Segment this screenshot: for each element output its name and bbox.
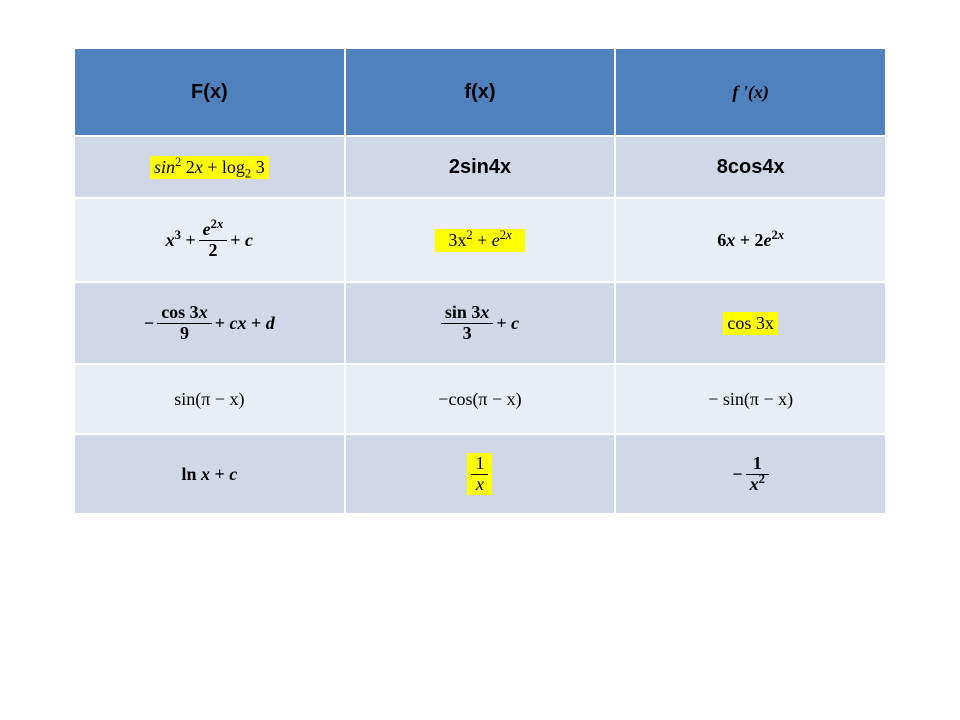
table-row: x3 + e2x2 + c 3x2 + e2x 6x + 2e2x: [74, 198, 886, 282]
table-row: ln x + c 1x − 1x2: [74, 434, 886, 514]
table-row: sin(π − x) −cos(π − x) − sin(π − x): [74, 364, 886, 434]
formula: − 1x2: [732, 454, 769, 495]
table-row: − cos 3x9 + cx + d sin 3x3 + c cos 3x: [74, 282, 886, 364]
formula: sin 3x3 + c: [441, 303, 519, 344]
header-row: F(x) f(x) f '(x): [74, 48, 886, 136]
formula: x3 + e2x2 + c: [166, 220, 253, 261]
cell: sin2 2x + log2 3: [74, 136, 345, 198]
formula: 2sin4x: [449, 156, 511, 178]
cell: x3 + e2x2 + c: [74, 198, 345, 282]
cell: − sin(π − x): [615, 364, 886, 434]
header-fx: f(x): [345, 48, 616, 136]
header-label: F(x): [191, 81, 228, 103]
header-label: f(x): [464, 81, 495, 103]
cell: −cos(π − x): [345, 364, 616, 434]
cell: 1x: [345, 434, 616, 514]
formula: 8cos4x: [717, 156, 785, 178]
cell: sin 3x3 + c: [345, 282, 616, 364]
table-row: sin2 2x + log2 3 2sin4x 8cos4x: [74, 136, 886, 198]
header-label: f '(x): [732, 82, 769, 102]
formula: sin2 2x + log2 3: [150, 156, 269, 179]
cell: − cos 3x9 + cx + d: [74, 282, 345, 364]
formula: cos 3x: [723, 312, 778, 335]
cell: 3x2 + e2x: [345, 198, 616, 282]
formula: 6x + 2e2x: [717, 230, 784, 250]
formula: 3x2 + e2x: [435, 229, 524, 252]
table: F(x) f(x) f '(x) sin2 2x + log2 3 2sin4x…: [73, 47, 887, 515]
cell: 6x + 2e2x: [615, 198, 886, 282]
cell: 2sin4x: [345, 136, 616, 198]
cell: cos 3x: [615, 282, 886, 364]
formula: sin(π − x): [174, 389, 244, 409]
formula: ln x + c: [181, 464, 237, 484]
formula: −cos(π − x): [438, 389, 521, 409]
cell: 8cos4x: [615, 136, 886, 198]
cell: sin(π − x): [74, 364, 345, 434]
formula: 1x: [467, 453, 492, 496]
header-fprime: f '(x): [615, 48, 886, 136]
cell: − 1x2: [615, 434, 886, 514]
formula: − cos 3x9 + cx + d: [144, 303, 275, 344]
header-Fx: F(x): [74, 48, 345, 136]
math-table: F(x) f(x) f '(x) sin2 2x + log2 3 2sin4x…: [73, 47, 887, 515]
cell: ln x + c: [74, 434, 345, 514]
formula: − sin(π − x): [708, 389, 793, 409]
